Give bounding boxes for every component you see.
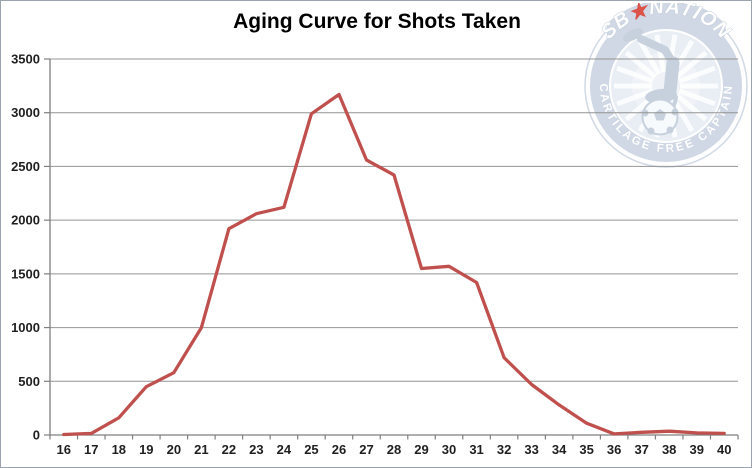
ray xyxy=(678,65,716,84)
x-tick-label: 18 xyxy=(112,442,126,457)
x-tick-label: 37 xyxy=(634,442,648,457)
series-line xyxy=(62,92,726,437)
y-tick-label: 2500 xyxy=(11,159,40,174)
ray xyxy=(616,65,654,84)
y-tick-label: 1000 xyxy=(11,320,40,335)
ray xyxy=(637,39,662,76)
sbnation-logo: SB★NATION CARTILAGE FREE CAPTAIN xyxy=(584,1,748,168)
sbnation-watermark: SB★NATION CARTILAGE FREE CAPTAIN xyxy=(583,1,749,169)
x-tick-label: 22 xyxy=(222,442,236,457)
x-tick-label: 27 xyxy=(359,442,373,457)
x-tick-label: 20 xyxy=(167,442,181,457)
x-tick-label: 23 xyxy=(249,442,263,457)
ray xyxy=(678,88,716,107)
y-tick-label: 2000 xyxy=(11,213,40,228)
x-tick-label: 40 xyxy=(717,442,731,457)
y-tick-label: 0 xyxy=(33,428,40,443)
x-tick-labels: 16 17 18 19 20 21 22 23 24 25 26 27 28 29 30 31 32 33 34 35… xyxy=(57,442,732,457)
x-tick-label: 32 xyxy=(497,442,511,457)
x-tick-label: 25 xyxy=(304,442,318,457)
x-tick-label: 34 xyxy=(552,442,567,457)
x-tick-label: 38 xyxy=(662,442,676,457)
y-tick-label: 1500 xyxy=(11,266,40,281)
x-tick-label: 31 xyxy=(469,442,483,457)
x-tick-label: 29 xyxy=(414,442,428,457)
y-tick-label: 3500 xyxy=(11,52,40,67)
ray xyxy=(675,50,708,79)
gridlines xyxy=(50,58,738,382)
axes xyxy=(44,58,739,440)
y-tick-label: 3000 xyxy=(11,105,40,120)
x-tick-label: 33 xyxy=(524,442,538,457)
ray xyxy=(675,93,708,122)
ray xyxy=(654,34,667,73)
x-tick-label: 21 xyxy=(194,442,208,457)
x-tick-label: 17 xyxy=(84,442,98,457)
x-tick-label: 30 xyxy=(442,442,456,457)
x-tick-label: 39 xyxy=(689,442,703,457)
x-tick-label: 28 xyxy=(387,442,401,457)
ray xyxy=(616,88,654,107)
x-tick-label: 16 xyxy=(57,442,71,457)
badge-top-banner xyxy=(606,1,726,44)
x-tick-label: 24 xyxy=(277,442,292,457)
badge-separator-inner xyxy=(609,29,723,143)
x-tick-label: 35 xyxy=(579,442,593,457)
soccer-ball-icon xyxy=(641,98,679,136)
x-tick-label: 26 xyxy=(332,442,346,457)
x-tick-label: 36 xyxy=(607,442,621,457)
x-tick-label: 19 xyxy=(139,442,153,457)
y-tick-labels: 0 500 1000 1500 2000 2500 3000 3500 xyxy=(11,52,40,443)
chart-title: Aging Curve for Shots Taken xyxy=(233,10,521,33)
ray xyxy=(624,50,657,79)
y-tick-label: 500 xyxy=(18,374,40,389)
